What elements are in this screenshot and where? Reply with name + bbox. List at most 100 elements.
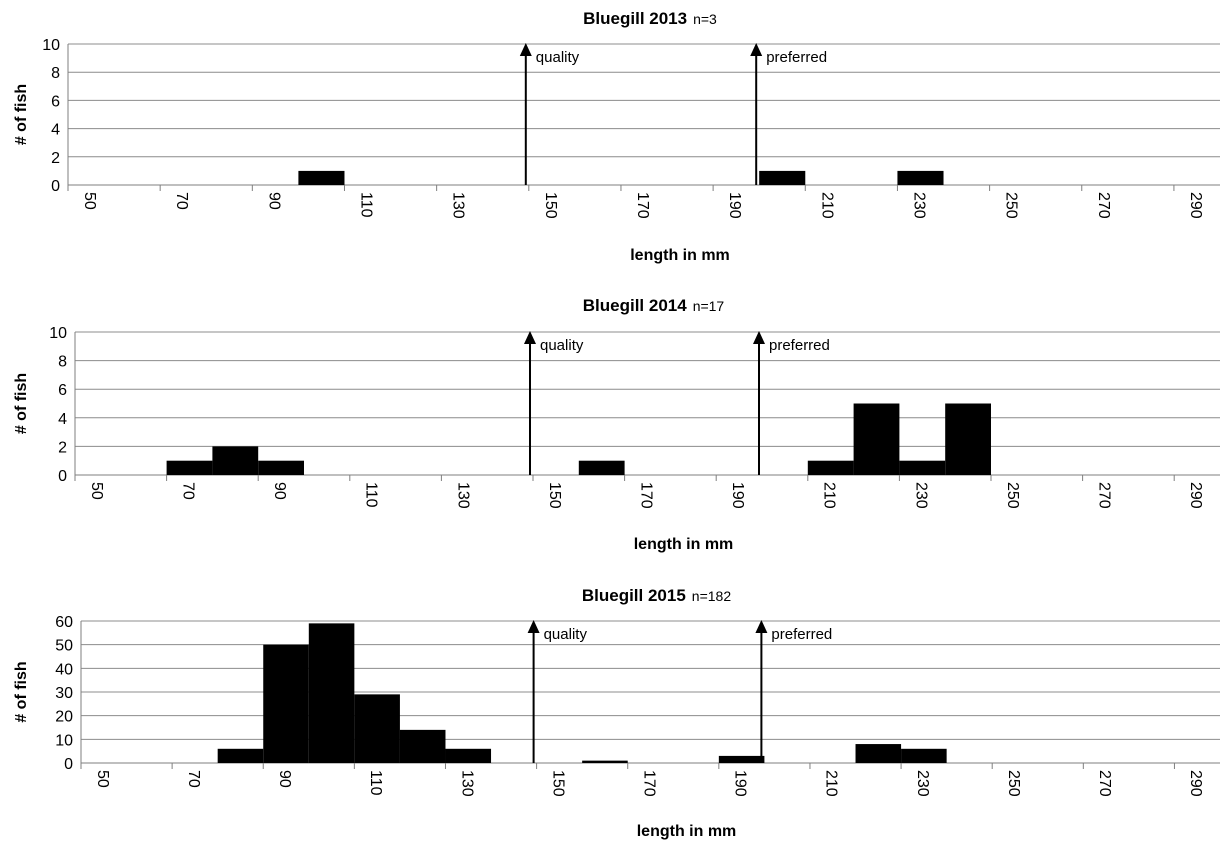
x-tick-label: 70 bbox=[185, 770, 202, 788]
x-tick-label: 130 bbox=[450, 192, 467, 219]
y-tick-label: 0 bbox=[51, 178, 60, 195]
y-tick-label: 2 bbox=[58, 439, 67, 456]
chart-panel-2: Bluegill 2014 n=17 0 2 4 6 8 10 50 70 90 110 130 150 1… bbox=[13, 296, 1220, 553]
chart-title: Bluegill 2015 n=182 bbox=[582, 586, 731, 605]
marker-arrowhead-preferred bbox=[755, 620, 768, 633]
marker-label-quality: quality bbox=[536, 49, 580, 66]
marker-label-quality: quality bbox=[540, 337, 584, 354]
bar bbox=[759, 170, 806, 185]
y-tick-label: 4 bbox=[51, 122, 60, 139]
x-tick-label: 90 bbox=[265, 192, 282, 210]
x-tick-label: 170 bbox=[634, 192, 651, 219]
bar bbox=[298, 170, 345, 185]
y-tick-label: 6 bbox=[58, 382, 67, 399]
y-tick-label: 0 bbox=[58, 468, 67, 485]
chart-title-main: Bluegill 2013 bbox=[583, 9, 687, 28]
x-tick-label: 50 bbox=[88, 482, 105, 500]
x-tick-label: 110 bbox=[367, 770, 384, 796]
x-tick-label: 70 bbox=[173, 192, 190, 210]
x-tick-label: 230 bbox=[910, 192, 927, 219]
x-tick-label: 90 bbox=[271, 482, 288, 500]
marker-arrowhead-preferred bbox=[753, 331, 765, 344]
x-tick-label: 150 bbox=[549, 770, 566, 797]
y-tick-label: 8 bbox=[51, 65, 60, 82]
bar bbox=[217, 748, 264, 763]
x-tick-label: 110 bbox=[358, 192, 375, 218]
bar bbox=[718, 755, 765, 763]
x-tick-label: 90 bbox=[276, 770, 293, 788]
bar bbox=[166, 460, 213, 475]
x-tick-label: 270 bbox=[1096, 482, 1113, 509]
x-tick-label: 230 bbox=[912, 482, 929, 509]
x-tick-label: 110 bbox=[363, 482, 380, 508]
chart-title: Bluegill 2013 n=3 bbox=[583, 9, 717, 28]
y-tick-label: 10 bbox=[55, 732, 73, 749]
x-tick-label: 250 bbox=[1004, 482, 1021, 509]
x-tick-label: 130 bbox=[454, 482, 471, 509]
x-tick-label: 290 bbox=[1187, 192, 1204, 219]
y-tick-label: 6 bbox=[51, 93, 60, 110]
x-tick-label: 190 bbox=[726, 192, 743, 219]
x-tick-label: 270 bbox=[1096, 770, 1113, 797]
y-tick-label: 10 bbox=[49, 325, 67, 342]
x-tick-label: 190 bbox=[729, 482, 746, 509]
y-tick-label: 50 bbox=[55, 638, 73, 655]
x-tick-label: 250 bbox=[1003, 192, 1020, 219]
x-tick-label: 50 bbox=[81, 192, 98, 210]
y-tick-label: 4 bbox=[58, 411, 67, 428]
bar bbox=[308, 623, 355, 763]
bar bbox=[853, 403, 900, 475]
chart-panel-1: Bluegill 2013 n=3 0 2 4 6 8 10 50 70 90 110 130 150 17… bbox=[13, 9, 1220, 264]
chart-title-n: n=17 bbox=[693, 298, 725, 314]
y-axis-title: # of fish bbox=[13, 373, 30, 434]
x-tick-label: 250 bbox=[1005, 770, 1022, 797]
marker-arrowhead-quality bbox=[519, 43, 532, 56]
y-axis-title: # of fish bbox=[13, 661, 30, 722]
bar bbox=[582, 760, 628, 763]
y-axis-title: # of fish bbox=[13, 84, 30, 145]
bar bbox=[901, 748, 947, 763]
x-axis-title: length in mm bbox=[637, 823, 737, 840]
x-tick-label: 210 bbox=[818, 192, 835, 219]
x-tick-label: 210 bbox=[823, 770, 840, 797]
y-tick-label: 60 bbox=[55, 614, 73, 631]
bar bbox=[399, 729, 446, 763]
marker-arrowhead-preferred bbox=[750, 43, 763, 56]
bar bbox=[263, 644, 309, 763]
bar bbox=[258, 460, 304, 475]
marker-label-preferred: preferred bbox=[769, 337, 830, 354]
marker-label-preferred: preferred bbox=[771, 626, 832, 643]
y-tick-label: 0 bbox=[64, 756, 73, 773]
marker-arrowhead-quality bbox=[524, 331, 536, 344]
x-tick-label: 70 bbox=[180, 482, 197, 500]
marker-arrowhead-quality bbox=[527, 620, 540, 633]
x-tick-label: 130 bbox=[458, 770, 475, 797]
y-tick-label: 2 bbox=[51, 150, 60, 167]
x-tick-label: 270 bbox=[1095, 192, 1112, 219]
x-tick-label: 210 bbox=[821, 482, 838, 509]
y-tick-label: 40 bbox=[55, 661, 73, 678]
marker-label-preferred: preferred bbox=[766, 49, 827, 66]
marker-label-quality: quality bbox=[544, 626, 588, 643]
x-tick-label: 50 bbox=[94, 770, 111, 788]
chart-title-n: n=3 bbox=[693, 11, 717, 27]
x-tick-label: 150 bbox=[546, 482, 563, 509]
x-tick-label: 290 bbox=[1187, 770, 1204, 797]
bar bbox=[855, 744, 902, 763]
x-tick-label: 170 bbox=[638, 482, 655, 509]
y-tick-label: 30 bbox=[55, 685, 73, 702]
x-tick-label: 230 bbox=[914, 770, 931, 797]
x-tick-label: 290 bbox=[1187, 482, 1204, 509]
chart-title: Bluegill 2014 n=17 bbox=[583, 296, 725, 315]
bar bbox=[578, 460, 625, 475]
bar bbox=[897, 170, 944, 185]
x-axis-title: length in mm bbox=[630, 247, 730, 264]
bar bbox=[945, 403, 991, 475]
chart-title-n: n=182 bbox=[692, 588, 732, 604]
y-tick-label: 8 bbox=[58, 354, 67, 371]
x-tick-label: 150 bbox=[542, 192, 559, 219]
bar bbox=[212, 446, 259, 475]
x-tick-label: 170 bbox=[641, 770, 658, 797]
chart-panel-3: Bluegill 2015 n=182 0 10 20 30 40 50 60 50 70 90 110… bbox=[13, 586, 1220, 840]
bar bbox=[445, 748, 492, 763]
